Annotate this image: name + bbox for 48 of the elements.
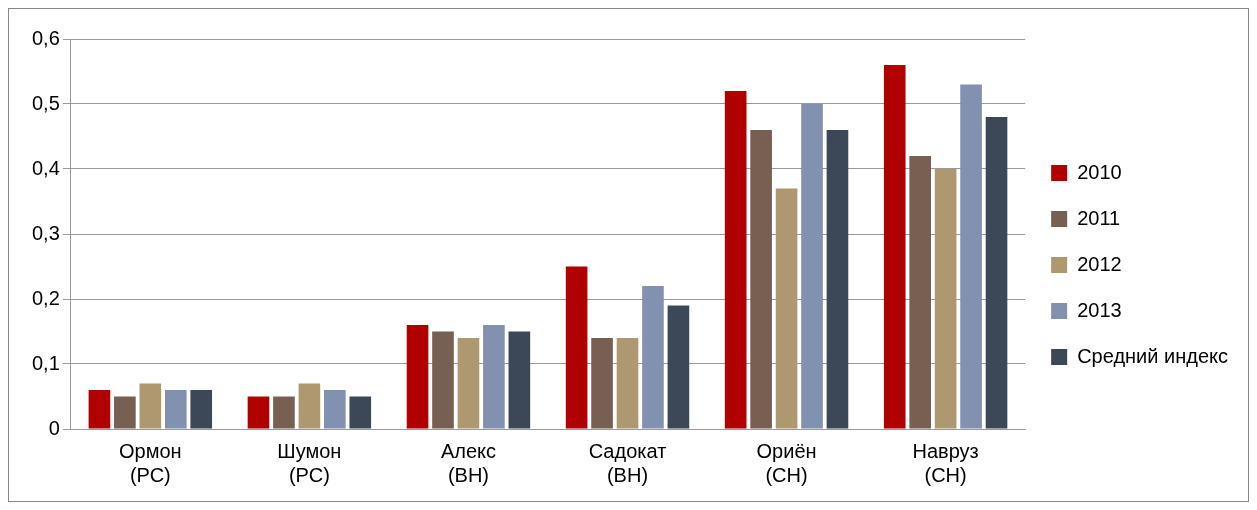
bar: [591, 338, 613, 429]
y-tick-label: 0,1: [31, 351, 60, 374]
y-tick-label: 0,5: [31, 91, 60, 114]
bar: [775, 188, 798, 429]
bar: [273, 396, 295, 429]
bar: [349, 396, 372, 429]
y-tick-label: 0,2: [31, 286, 60, 309]
bar: [88, 390, 111, 429]
x-tick-label: Ориён (СН): [756, 439, 817, 486]
bar: [247, 396, 270, 429]
legend-label: 2011: [1077, 206, 1121, 229]
y-tick-label: 0,3: [31, 221, 60, 244]
legend-label: Средний индекс: [1077, 344, 1229, 367]
legend-label: 2012: [1077, 252, 1122, 275]
bar: [826, 130, 849, 429]
y-tick-label: 0,6: [31, 26, 60, 49]
bar: [298, 383, 321, 429]
bar: [616, 338, 639, 429]
x-tick-label: Шумон (РС): [277, 439, 342, 486]
bar: [190, 390, 213, 429]
x-tick-label: Алекс (ВН): [440, 439, 496, 486]
bar: [667, 305, 690, 429]
bar: [114, 396, 136, 429]
legend-label: 2013: [1077, 298, 1122, 321]
bar: [960, 84, 982, 429]
bar: [801, 104, 823, 429]
bar: [457, 338, 480, 429]
bar: [750, 130, 772, 429]
bar: [934, 169, 957, 429]
bar: [164, 390, 187, 429]
x-tick-label: Навруз (СН): [912, 439, 979, 486]
bar: [139, 383, 162, 429]
bar: [324, 390, 346, 429]
bar: [642, 286, 664, 429]
bar: [406, 325, 429, 429]
bar: [909, 156, 931, 429]
legend-label: 2010: [1077, 160, 1122, 183]
bar: [724, 91, 747, 429]
bar: [985, 117, 1008, 429]
bar: [432, 331, 454, 429]
bar: [565, 266, 588, 429]
y-tick-label: 0,4: [31, 156, 60, 179]
bar: [883, 65, 906, 429]
x-tick-label: Ормон (РС): [119, 439, 182, 486]
y-tick-label: 0: [48, 416, 60, 439]
x-tick-label: Садокат (ВН): [588, 439, 667, 486]
bar: [483, 325, 505, 429]
bar: [508, 331, 531, 429]
